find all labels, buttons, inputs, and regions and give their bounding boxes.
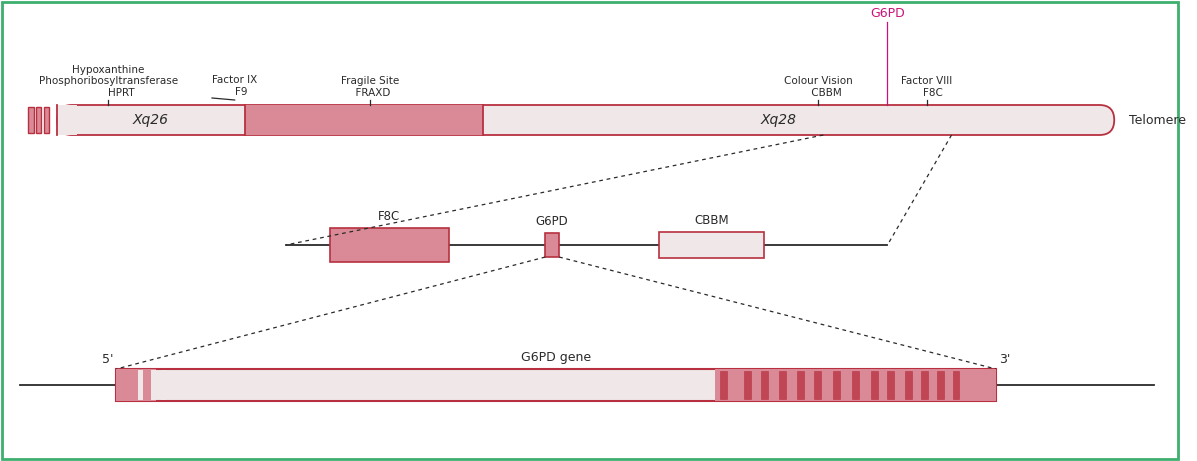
- Bar: [546, 233, 559, 257]
- Bar: [833, 371, 840, 399]
- Bar: [151, 370, 156, 400]
- Bar: [953, 371, 960, 399]
- Bar: [28, 107, 34, 133]
- Text: G6PD: G6PD: [536, 215, 569, 228]
- Text: Factor VIII
    F8C: Factor VIII F8C: [901, 77, 953, 98]
- Bar: [715, 369, 996, 401]
- Bar: [937, 371, 943, 399]
- Text: 3': 3': [998, 353, 1010, 366]
- Text: CBBM: CBBM: [694, 214, 729, 227]
- Bar: [920, 371, 928, 399]
- Text: G6PD: G6PD: [870, 7, 905, 20]
- Bar: [887, 371, 894, 399]
- Bar: [797, 371, 803, 399]
- Text: Xq26: Xq26: [133, 113, 169, 127]
- Text: Fragile Site
  FRAXD: Fragile Site FRAXD: [341, 77, 399, 98]
- Text: 5': 5': [102, 353, 114, 366]
- Bar: [160, 370, 165, 400]
- Bar: [761, 371, 768, 399]
- Bar: [814, 371, 821, 399]
- Text: Colour Vision
     CBBM: Colour Vision CBBM: [784, 77, 852, 98]
- FancyBboxPatch shape: [57, 105, 1114, 135]
- Bar: [116, 369, 156, 401]
- Bar: [244, 105, 484, 135]
- Bar: [116, 369, 996, 401]
- Bar: [905, 371, 912, 399]
- Bar: [745, 371, 752, 399]
- Bar: [852, 371, 859, 399]
- Bar: [138, 370, 142, 400]
- Bar: [779, 371, 786, 399]
- Text: Telomere: Telomere: [1129, 113, 1186, 126]
- Bar: [330, 228, 449, 262]
- Text: Xq28: Xq28: [761, 113, 797, 127]
- Bar: [719, 371, 727, 399]
- Bar: [36, 107, 42, 133]
- Text: G6PD gene: G6PD gene: [521, 351, 591, 364]
- Text: Factor IX
    F9: Factor IX F9: [212, 76, 257, 97]
- Text: Hypoxanthine
Phosphoribosyltransferase
        HPRT: Hypoxanthine Phosphoribosyltransferase H…: [40, 65, 178, 98]
- Bar: [44, 107, 49, 133]
- Text: F8C: F8C: [378, 210, 401, 223]
- Bar: [658, 232, 764, 258]
- Bar: [57, 105, 77, 135]
- Bar: [870, 371, 877, 399]
